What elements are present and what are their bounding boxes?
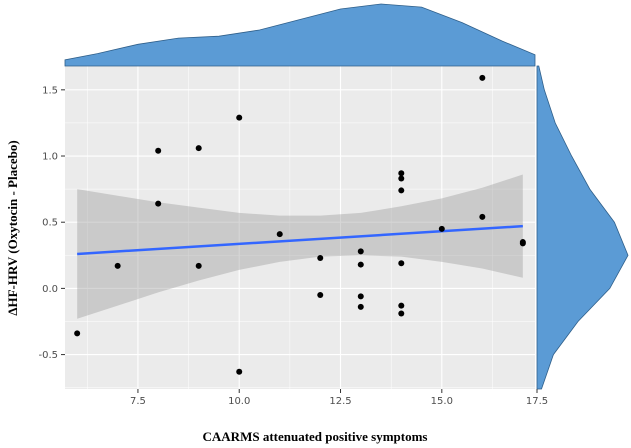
y-tick-label: -0.5 bbox=[38, 350, 58, 361]
y-axis-ticks: -0.5 0.0 0.5 1.0 1.5 bbox=[38, 85, 65, 361]
x-axis-title: CAARMS attenuated positive symptoms bbox=[203, 429, 428, 444]
y-tick-label: 0.0 bbox=[42, 284, 58, 295]
data-point bbox=[357, 303, 364, 310]
x-marginal-density bbox=[64, 3, 536, 67]
data-point bbox=[438, 225, 445, 232]
y-tick-label: 0.5 bbox=[42, 218, 58, 229]
data-point bbox=[317, 292, 324, 299]
x-tick-label: 15.0 bbox=[431, 396, 453, 407]
data-point bbox=[195, 262, 202, 269]
regression-line bbox=[77, 224, 523, 256]
data-point bbox=[398, 187, 405, 194]
data-point bbox=[195, 145, 202, 152]
data-point bbox=[236, 114, 243, 121]
data-point bbox=[155, 147, 162, 154]
data-point bbox=[236, 368, 243, 375]
x-tick-label: 10.0 bbox=[228, 396, 250, 407]
x-axis-ticks: 7.5 10.0 12.5 15.0 17.5 bbox=[130, 389, 548, 407]
x-tick-label: 12.5 bbox=[329, 396, 351, 407]
data-point bbox=[519, 240, 526, 247]
data-point bbox=[357, 248, 364, 255]
data-point bbox=[398, 310, 405, 317]
data-point bbox=[276, 231, 283, 238]
y-axis-title: ΔHF-HRV (Oxytocin - Placebo) bbox=[5, 140, 20, 315]
data-point bbox=[398, 175, 405, 182]
minor-gridlines bbox=[65, 66, 535, 389]
plot-panel bbox=[65, 66, 535, 389]
data-point bbox=[398, 170, 405, 177]
data-point bbox=[317, 254, 324, 261]
confidence-band bbox=[77, 174, 523, 319]
data-point bbox=[479, 213, 486, 220]
y-tick-label: 1.5 bbox=[42, 85, 58, 96]
scatter-points bbox=[74, 74, 526, 375]
data-point bbox=[398, 260, 405, 267]
x-tick-label: 17.5 bbox=[526, 396, 548, 407]
y-tick-label: 1.0 bbox=[42, 152, 58, 163]
data-point bbox=[155, 200, 162, 207]
data-point bbox=[74, 330, 81, 337]
data-point bbox=[398, 302, 405, 309]
data-point bbox=[114, 262, 121, 269]
y-marginal-density bbox=[536, 65, 629, 390]
data-point bbox=[357, 293, 364, 300]
data-point bbox=[357, 261, 364, 268]
x-tick-label: 7.5 bbox=[130, 396, 146, 407]
data-point bbox=[479, 74, 486, 81]
